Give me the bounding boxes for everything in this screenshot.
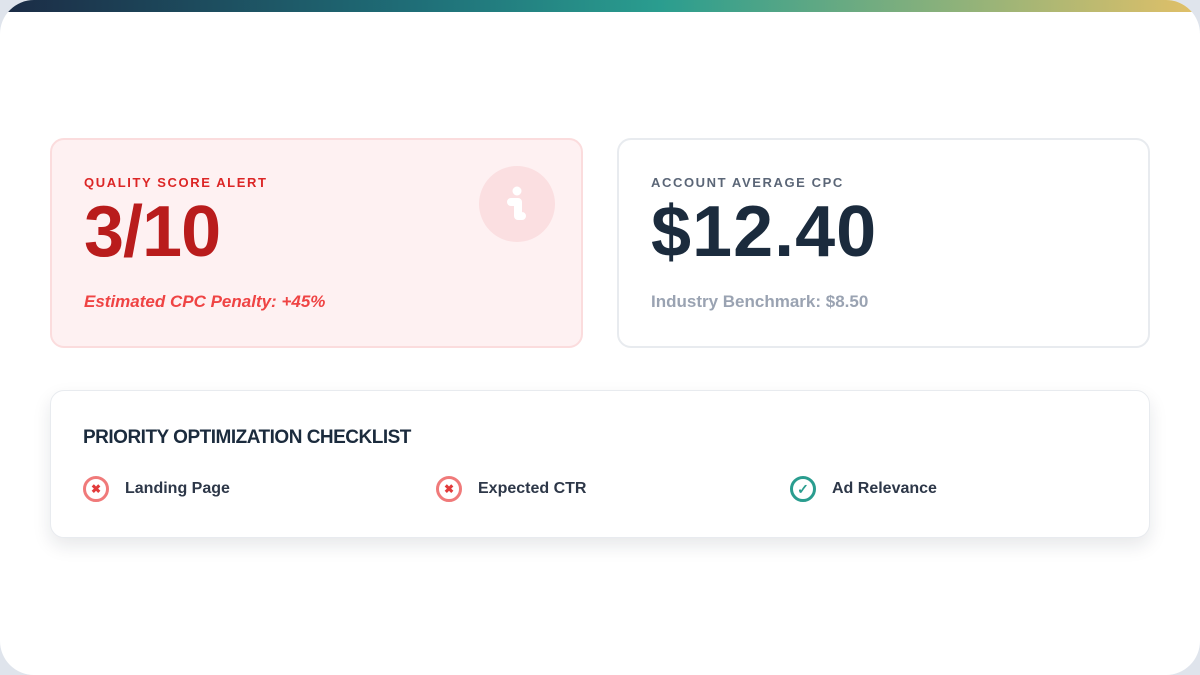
average-cpc-card: ACCOUNT AVERAGE CPC $12.40 Industry Benc… (617, 138, 1150, 348)
checklist-item-label: Landing Page (125, 480, 230, 497)
checklist-item-label: Ad Relevance (832, 480, 937, 497)
x-icon: ✖ (436, 476, 462, 502)
checklist-item-expected-ctr: ✖ Expected CTR (436, 476, 586, 502)
industry-benchmark: Industry Benchmark: $8.50 (651, 292, 869, 311)
checklist-item-label: Expected CTR (478, 480, 587, 497)
gradient-top-bar (0, 0, 1200, 12)
quality-score-value: 3/10 (84, 192, 221, 272)
info-icon (479, 166, 555, 242)
optimization-checklist: PRIORITY OPTIMIZATION CHECKLIST ✖ Landin… (50, 390, 1150, 538)
checklist-item-ad-relevance: ✓ Ad Relevance (790, 476, 937, 502)
cpc-label: ACCOUNT AVERAGE CPC (651, 175, 844, 190)
checklist-title: PRIORITY OPTIMIZATION CHECKLIST (83, 427, 411, 448)
x-icon: ✖ (83, 476, 109, 502)
checklist-item-landing-page: ✖ Landing Page (83, 476, 230, 502)
quality-score-alert-card: QUALITY SCORE ALERT 3/10 Estimated CPC P… (50, 138, 583, 348)
check-icon: ✓ (790, 476, 816, 502)
cpc-penalty-text: Estimated CPC Penalty: +45% (84, 292, 326, 311)
cpc-value: $12.40 (651, 192, 878, 272)
alert-label: QUALITY SCORE ALERT (84, 175, 268, 190)
